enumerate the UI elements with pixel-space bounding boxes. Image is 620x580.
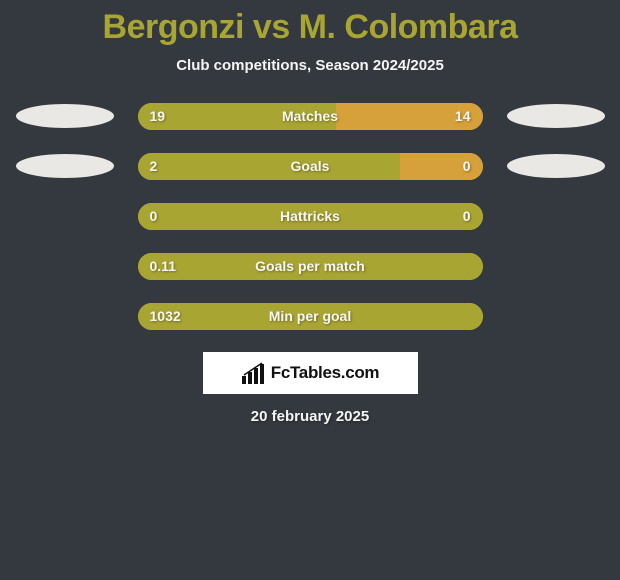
stat-bar: 0 Hattricks 0 [138, 203, 483, 230]
date-label: 20 february 2025 [0, 408, 620, 425]
stat-right-value: 14 [455, 108, 471, 124]
page-title: Bergonzi vs M. Colombara [0, 8, 620, 47]
stat-bar: 19 Matches 14 [138, 103, 483, 130]
bars-icon [241, 362, 265, 384]
stat-row: 1032 Min per goal [0, 302, 620, 330]
player-chip-left [16, 104, 114, 128]
logo-text: FcTables.com [271, 363, 380, 383]
stat-row: 0.11 Goals per match [0, 252, 620, 280]
stat-left-value: 1032 [150, 308, 181, 324]
stat-bar: 2 Goals 0 [138, 153, 483, 180]
stat-label: Min per goal [269, 308, 351, 324]
right-chip-slot [501, 104, 611, 128]
left-chip-slot [10, 104, 120, 128]
stat-row: 19 Matches 14 [0, 102, 620, 130]
stat-row: 2 Goals 0 [0, 152, 620, 180]
bar-segment-left [138, 153, 400, 180]
subtitle: Club competitions, Season 2024/2025 [0, 57, 620, 74]
stat-rows: 19 Matches 14 2 Goals 0 0 Hattricks 0 0.11 Goals p… [0, 102, 620, 330]
stat-label: Goals per match [255, 258, 365, 274]
stat-bar: 1032 Min per goal [138, 303, 483, 330]
left-chip-slot [10, 154, 120, 178]
stat-left-value: 0.11 [150, 258, 176, 274]
player-chip-right [507, 104, 605, 128]
player-chip-right [507, 154, 605, 178]
stat-label: Hattricks [280, 208, 340, 224]
player-chip-left [16, 154, 114, 178]
stat-left-value: 2 [150, 158, 158, 174]
comparison-card: Bergonzi vs M. Colombara Club competitio… [0, 0, 620, 425]
stat-row: 0 Hattricks 0 [0, 202, 620, 230]
stat-right-value: 0 [463, 208, 471, 224]
stat-left-value: 0 [150, 208, 158, 224]
stat-label: Goals [291, 158, 330, 174]
attribution-logo: FcTables.com [203, 352, 418, 394]
stat-left-value: 19 [150, 108, 166, 124]
stat-right-value: 0 [463, 158, 471, 174]
right-chip-slot [501, 154, 611, 178]
stat-label: Matches [282, 108, 338, 124]
stat-bar: 0.11 Goals per match [138, 253, 483, 280]
